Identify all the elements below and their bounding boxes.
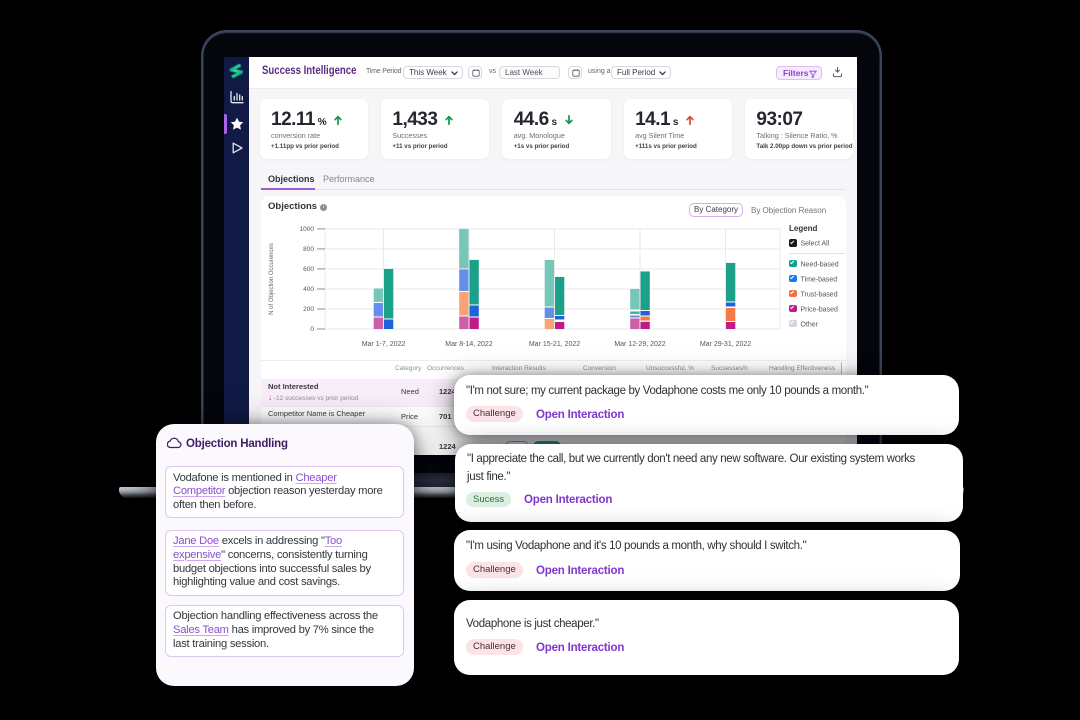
svg-text:600: 600 — [303, 266, 314, 273]
svg-text:400: 400 — [303, 286, 314, 293]
svg-text:N of Objection Occurences: N of Objection Occurences — [269, 243, 275, 315]
svg-text:200: 200 — [303, 306, 314, 313]
svg-text:Mar 12-29, 2022: Mar 12-29, 2022 — [614, 341, 665, 348]
svg-text:Mar 15-21, 2022: Mar 15-21, 2022 — [529, 341, 580, 348]
svg-text:Mar 29-31, 2022: Mar 29-31, 2022 — [700, 341, 751, 348]
svg-text:1000: 1000 — [300, 226, 315, 233]
svg-text:800: 800 — [303, 246, 314, 253]
svg-text:Mar 1-7, 2022: Mar 1-7, 2022 — [362, 341, 406, 348]
svg-text:0: 0 — [310, 326, 314, 333]
svg-text:Mar 8-14, 2022: Mar 8-14, 2022 — [445, 341, 493, 348]
